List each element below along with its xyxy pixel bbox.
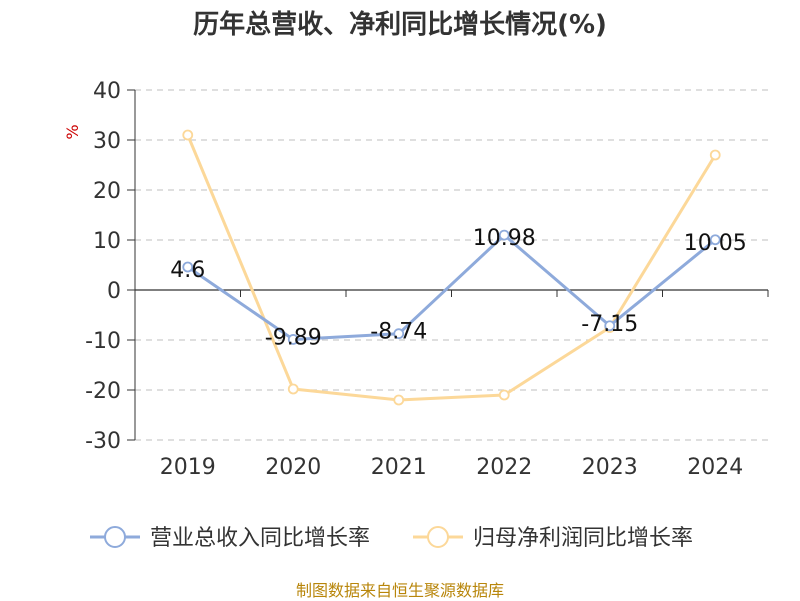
y-tick-label: -30 — [85, 429, 121, 454]
data-labels: 4.6 -9.89 -8.74 10.98 -7.15 10.05 — [170, 226, 746, 350]
legend-marker — [104, 526, 126, 548]
data-label: -8.74 — [370, 320, 427, 345]
data-label: 10.05 — [684, 231, 747, 256]
y-tick-label: -10 — [85, 329, 121, 354]
grid-lines — [135, 89, 768, 441]
data-point — [709, 234, 721, 246]
series-lines — [182, 129, 721, 406]
data-point — [393, 328, 405, 340]
data-point — [287, 383, 299, 395]
series-line — [186, 233, 717, 341]
data-point — [498, 229, 510, 241]
x-tick-label: 2023 — [582, 455, 638, 480]
x-tick-label: 2022 — [476, 455, 532, 480]
data-point — [709, 149, 721, 161]
x-tick-label: 2019 — [160, 455, 216, 480]
x-tick-label: 2020 — [265, 455, 321, 480]
y-tick-label: 30 — [93, 129, 121, 154]
x-tick-label: 2021 — [371, 455, 427, 480]
chart-title: 历年总营收、净利同比增长情况(%) — [193, 10, 607, 40]
y-tick-label: -20 — [85, 379, 121, 404]
data-point — [182, 261, 194, 273]
data-label: 4.6 — [170, 258, 205, 283]
y-tick-label: 10 — [93, 229, 121, 254]
y-tick-label: 20 — [93, 179, 121, 204]
data-label: 10.98 — [473, 226, 536, 251]
data-point — [498, 389, 510, 401]
axes: 40 30 20 10 0 -10 -20 -30 2019 2020 2021 2022 2023 20… — [63, 79, 769, 480]
legend: 营业总收入同比增长率 归母净利润同比增长率 — [90, 526, 693, 551]
data-point — [287, 334, 299, 345]
data-point — [393, 394, 405, 406]
legend-marker — [427, 526, 449, 548]
data-point — [604, 320, 616, 332]
legend-label: 营业总收入同比增长率 — [150, 526, 370, 551]
y-tick-label: 0 — [107, 279, 121, 304]
data-label: -9.89 — [265, 325, 322, 350]
data-label: -7.15 — [581, 312, 638, 337]
series-line — [186, 134, 717, 402]
y-tick-label: 40 — [93, 79, 121, 104]
x-tick-label: 2024 — [687, 455, 743, 480]
data-point — [182, 129, 194, 141]
source-note: 制图数据来自恒生聚源数据库 — [295, 581, 504, 600]
legend-label: 归母净利润同比增长率 — [473, 526, 693, 551]
y-axis-unit: % — [63, 124, 82, 139]
